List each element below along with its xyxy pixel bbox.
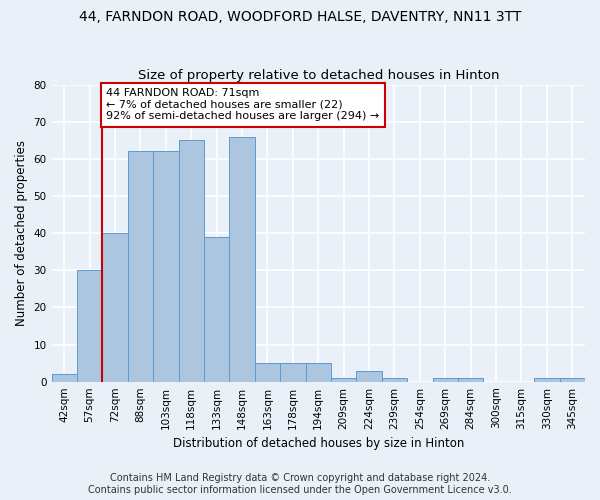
Bar — [153, 152, 179, 382]
Bar — [128, 152, 153, 382]
Bar — [229, 136, 255, 382]
Bar — [433, 378, 458, 382]
Bar — [255, 363, 280, 382]
Y-axis label: Number of detached properties: Number of detached properties — [15, 140, 28, 326]
Bar — [77, 270, 103, 382]
Bar — [305, 363, 331, 382]
Bar — [458, 378, 484, 382]
Bar — [534, 378, 560, 382]
X-axis label: Distribution of detached houses by size in Hinton: Distribution of detached houses by size … — [173, 437, 464, 450]
Title: Size of property relative to detached houses in Hinton: Size of property relative to detached ho… — [137, 69, 499, 82]
Bar — [179, 140, 204, 382]
Bar — [331, 378, 356, 382]
Bar — [103, 233, 128, 382]
Bar — [280, 363, 305, 382]
Text: 44 FARNDON ROAD: 71sqm
← 7% of detached houses are smaller (22)
92% of semi-deta: 44 FARNDON ROAD: 71sqm ← 7% of detached … — [106, 88, 379, 122]
Text: Contains HM Land Registry data © Crown copyright and database right 2024.
Contai: Contains HM Land Registry data © Crown c… — [88, 474, 512, 495]
Bar — [560, 378, 585, 382]
Text: 44, FARNDON ROAD, WOODFORD HALSE, DAVENTRY, NN11 3TT: 44, FARNDON ROAD, WOODFORD HALSE, DAVENT… — [79, 10, 521, 24]
Bar — [382, 378, 407, 382]
Bar — [52, 374, 77, 382]
Bar — [204, 237, 229, 382]
Bar — [356, 370, 382, 382]
